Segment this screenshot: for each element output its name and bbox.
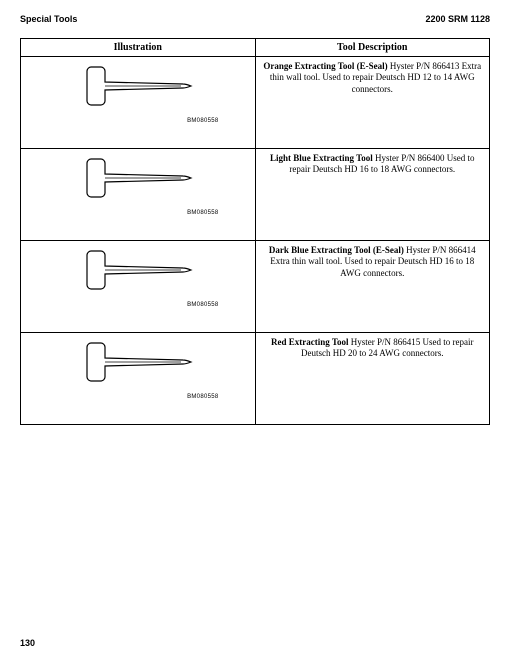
- illustration-cell: BM080558: [21, 333, 256, 425]
- tool-illustration: [73, 61, 203, 116]
- description-cell: Orange Extracting Tool (E-Seal) Hyster P…: [255, 57, 490, 149]
- tool-title: Light Blue Extracting Tool: [270, 153, 373, 163]
- tool-title: Orange Extracting Tool (E-Seal): [263, 61, 387, 71]
- illustration-cell: BM080558: [21, 241, 256, 333]
- col-description: Tool Description: [255, 39, 490, 57]
- illustration-caption: BM080558: [27, 302, 249, 308]
- table-row: BM080558 Red Extracting Tool Hyster P/N …: [21, 333, 490, 425]
- table-row: BM080558 Light Blue Extracting Tool Hyst…: [21, 149, 490, 241]
- illustration-cell: BM080558: [21, 57, 256, 149]
- tool-title: Dark Blue Extracting Tool (E-Seal): [269, 245, 404, 255]
- illustration-caption: BM080558: [27, 210, 249, 216]
- illustration-cell: BM080558: [21, 149, 256, 241]
- tools-table: Illustration Tool Description BM080558 O…: [20, 38, 490, 425]
- table-row: BM080558 Dark Blue Extracting Tool (E-Se…: [21, 241, 490, 333]
- illustration-caption: BM080558: [27, 118, 249, 124]
- table-row: BM080558 Orange Extracting Tool (E-Seal)…: [21, 57, 490, 149]
- description-cell: Red Extracting Tool Hyster P/N 866415 Us…: [255, 333, 490, 425]
- col-illustration: Illustration: [21, 39, 256, 57]
- page-header: Special Tools 2200 SRM 1128: [20, 14, 490, 24]
- description-cell: Dark Blue Extracting Tool (E-Seal) Hyste…: [255, 241, 490, 333]
- header-right: 2200 SRM 1128: [425, 14, 490, 24]
- tool-illustration: [73, 245, 203, 300]
- tool-illustration: [73, 337, 203, 392]
- tool-illustration: [73, 153, 203, 208]
- illustration-caption: BM080558: [27, 394, 249, 400]
- header-left: Special Tools: [20, 14, 77, 24]
- page-number: 130: [20, 638, 35, 648]
- tool-title: Red Extracting Tool: [271, 337, 349, 347]
- description-cell: Light Blue Extracting Tool Hyster P/N 86…: [255, 149, 490, 241]
